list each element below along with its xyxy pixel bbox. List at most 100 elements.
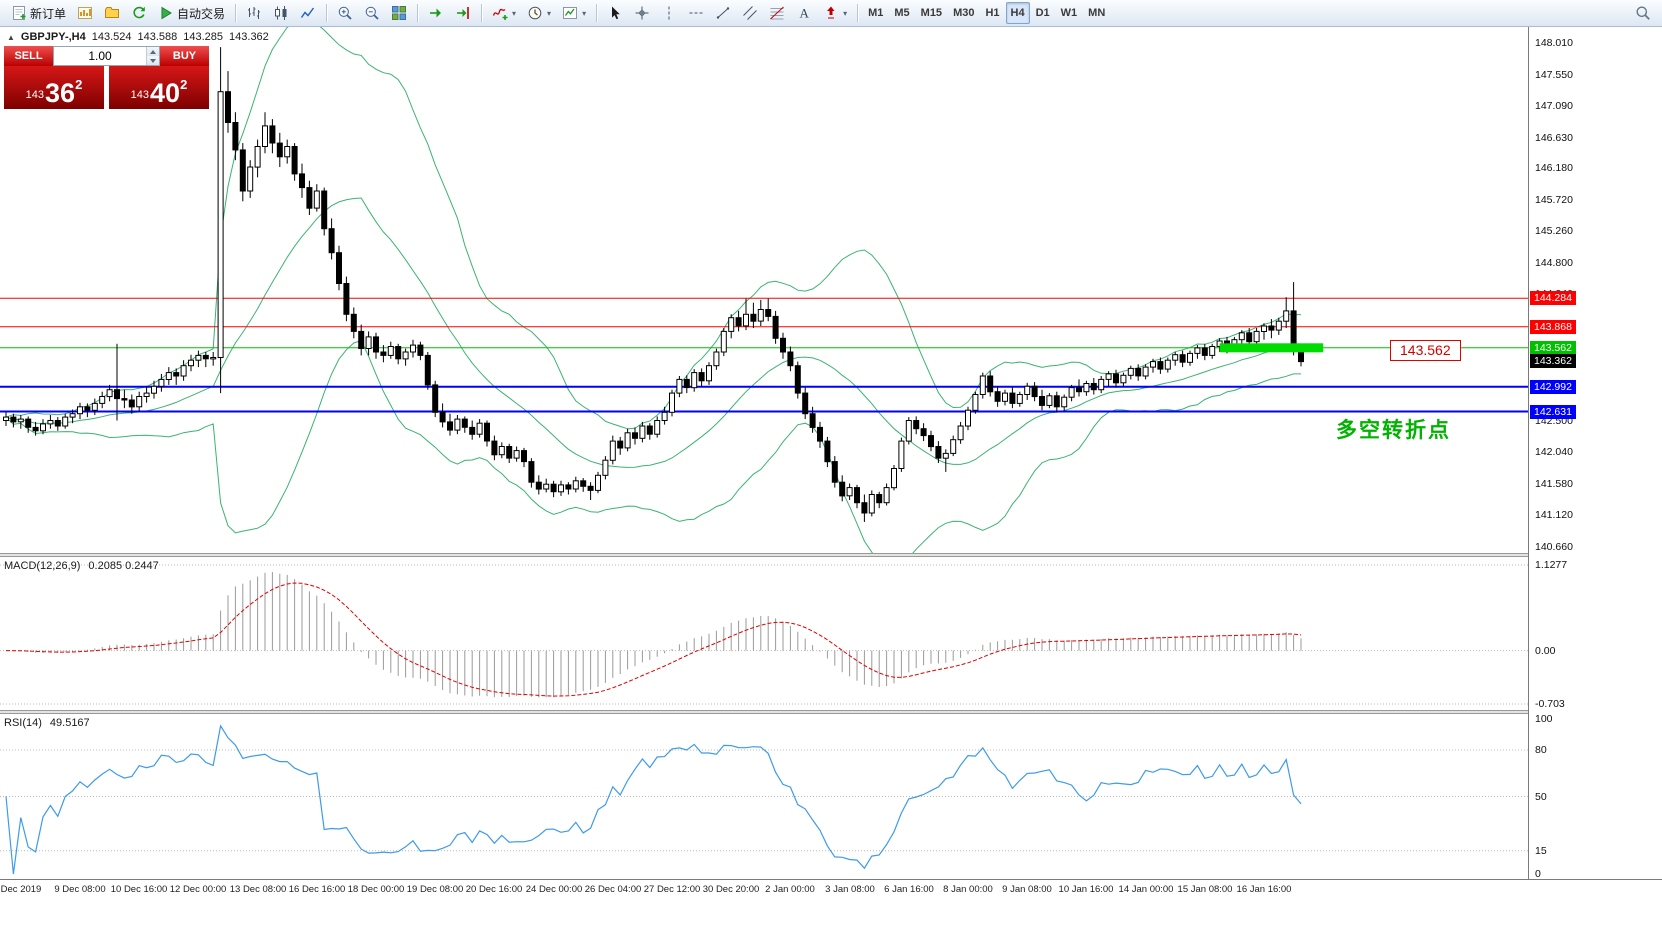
new-order-button-label: 新订单 (30, 6, 67, 21)
toolbar-separator (481, 4, 483, 22)
chevron-down-icon[interactable]: ▾ (547, 8, 552, 18)
fibonacci-button[interactable] (764, 2, 790, 24)
zoom-out-button[interactable] (359, 2, 385, 24)
timeframe-h1-button-label: H1 (985, 7, 1000, 19)
crosshair-button[interactable] (629, 2, 655, 24)
timeframe-w1-button[interactable]: W1 (1056, 2, 1083, 24)
macd-values: 0.2085 0.2447 (88, 560, 159, 572)
panel-separator[interactable] (0, 553, 1662, 557)
sell-price-sup: 2 (75, 77, 83, 92)
line-chart-button[interactable] (295, 2, 321, 24)
chevron-down-icon[interactable]: ▾ (843, 8, 848, 18)
toolbar-separator (235, 4, 237, 22)
tile-windows-button[interactable] (386, 2, 412, 24)
vertical-line-button[interactable] (656, 2, 682, 24)
timeframe-mn-button[interactable]: MN (1083, 2, 1110, 24)
rsi-canvas[interactable] (0, 714, 1528, 879)
volume-decrease-icon[interactable] (147, 56, 159, 65)
sell-button[interactable]: SELL (4, 46, 53, 66)
green-highlight-band[interactable] (1219, 343, 1324, 353)
timeframe-d1-button[interactable]: D1 (1031, 2, 1055, 24)
rsi-label: RSI(14) (4, 717, 42, 729)
buy-price-prefix: 143 (130, 89, 150, 101)
price-chart-panel[interactable]: ▲ GBPJPY-,H4 143.524 143.588 143.285 143… (0, 27, 1528, 553)
auto-scroll-button[interactable] (423, 2, 449, 24)
symbol-period-label: GBPJPY-,H4 (20, 31, 86, 43)
time-axis-label: 3 Jan 08:00 (825, 884, 875, 895)
ohlc-high-value: 143.588 (137, 31, 178, 43)
chart-ohlc-header: ▲ GBPJPY-,H4 143.524 143.588 143.285 143… (7, 31, 269, 43)
cursor-button[interactable] (602, 2, 628, 24)
zoom-in-button[interactable] (332, 2, 358, 24)
periods-icon (527, 5, 543, 21)
timeframe-m5-button[interactable]: M5 (889, 2, 914, 24)
volume-value[interactable]: 1.00 (88, 49, 112, 63)
macd-canvas[interactable] (0, 557, 1528, 710)
rsi-indicator-panel[interactable]: RSI(14) 49.5167 (0, 714, 1528, 879)
panel-separator[interactable] (0, 710, 1662, 714)
chevron-down-icon[interactable]: ▾ (512, 8, 517, 18)
trendline-button[interactable] (710, 2, 736, 24)
oneclick-collapse-icon[interactable]: ▲ (7, 32, 15, 42)
new-order-button[interactable]: 新订单 (6, 2, 71, 24)
autotrading-button[interactable]: 自动交易 (153, 2, 230, 24)
channel-button[interactable] (737, 2, 763, 24)
text-icon: A (796, 5, 812, 21)
price-tick-label: 144.800 (1535, 257, 1573, 269)
search-button[interactable] (1630, 2, 1656, 24)
time-axis-label: 6 Jan 16:00 (884, 884, 934, 895)
templates-button[interactable]: ▾ (557, 2, 591, 24)
sell-price-display[interactable]: 143 36 2 (4, 66, 104, 109)
timeframe-m30-button[interactable]: M30 (948, 2, 979, 24)
arrows-button[interactable]: ▾ (818, 2, 852, 24)
timeframe-m1-button[interactable]: M1 (863, 2, 888, 24)
buy-button[interactable]: BUY (160, 46, 209, 66)
timeframe-h1-button[interactable]: H1 (980, 2, 1004, 24)
periods-button[interactable]: ▾ (522, 2, 556, 24)
indicators-button[interactable]: ▾ (487, 2, 521, 24)
time-axis-label: 14 Jan 00:00 (1118, 884, 1174, 895)
level-price-label: 143.868 (1530, 320, 1576, 334)
new-chart-button[interactable] (72, 2, 98, 24)
price-tick-label: 146.180 (1535, 162, 1573, 174)
buy-price-display[interactable]: 143 40 2 (109, 66, 209, 109)
new-order-icon (11, 5, 27, 21)
profiles-button[interactable] (99, 2, 125, 24)
volume-field[interactable]: 1.00 (53, 46, 160, 66)
time-axis-label: 12 Dec 00:00 (169, 884, 227, 895)
macd-indicator-panel[interactable]: MACD(12,26,9) 0.2085 0.2447 (0, 557, 1528, 710)
volume-increase-icon[interactable] (147, 47, 159, 56)
price-chart-canvas[interactable] (0, 27, 1528, 553)
price-tick-label: 140.660 (1535, 541, 1573, 553)
timeframe-m15-button[interactable]: M15 (916, 2, 947, 24)
horizontal-line-button[interactable] (683, 2, 709, 24)
refresh-button[interactable] (126, 2, 152, 24)
price-level-callout[interactable]: 143.562 (1390, 340, 1461, 361)
price-axis[interactable]: 148.010 147.550 147.090 146.630 146.180 145.7… (1528, 27, 1662, 880)
candlestick-chart-button[interactable] (268, 2, 294, 24)
tile-icon (391, 5, 407, 21)
price-tick-label: 141.580 (1535, 478, 1573, 490)
text-label-button[interactable]: A (791, 2, 817, 24)
macd-scale-label: 0.00 (1535, 645, 1556, 657)
chevron-down-icon[interactable]: ▾ (582, 8, 587, 18)
time-axis-label: 10 Dec 16:00 (110, 884, 168, 895)
toolbar-separator (857, 4, 859, 22)
indicators-icon (492, 5, 508, 21)
timeframe-w1-button-label: W1 (1060, 7, 1078, 19)
bars-icon (246, 5, 262, 21)
rsi-value: 49.5167 (49, 717, 90, 729)
time-axis-label: 13 Dec 08:00 (229, 884, 287, 895)
ohlc-open-value: 143.524 (91, 31, 132, 43)
turning-point-annotation[interactable]: 多空转折点 (1336, 419, 1451, 442)
timeframe-mn-button-label: MN (1088, 7, 1106, 19)
chart-shift-button[interactable] (450, 2, 476, 24)
bar-chart-button[interactable] (241, 2, 267, 24)
timeframe-h4-button[interactable]: H4 (1005, 2, 1030, 24)
time-axis-label: 9 Jan 08:00 (1002, 884, 1052, 895)
vline-icon (661, 5, 677, 21)
price-tick-label: 145.260 (1535, 225, 1573, 237)
autotrading-button-label: 自动交易 (177, 6, 226, 21)
toolbar-separator (417, 4, 419, 22)
time-axis[interactable]: Dec 2019 9 Dec 08:00 10 Dec 16:00 12 Dec 00… (0, 879, 1662, 900)
